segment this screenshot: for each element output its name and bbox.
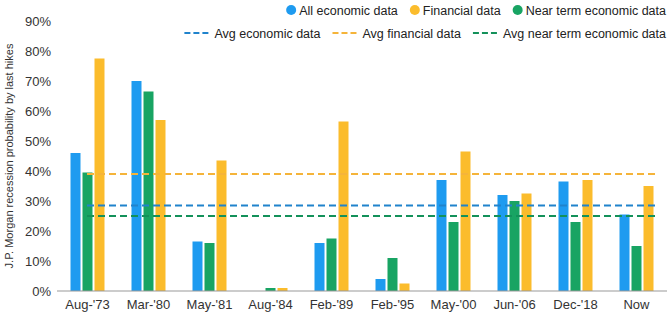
bar xyxy=(144,92,154,292)
bar xyxy=(217,161,227,292)
y-tick-label: 60% xyxy=(25,104,51,119)
average-line xyxy=(87,205,655,207)
bar xyxy=(205,243,215,291)
x-axis-line xyxy=(57,291,667,292)
legend-marker xyxy=(473,32,497,34)
bar xyxy=(437,180,447,291)
y-tick-label: 70% xyxy=(25,74,51,89)
legend-marker xyxy=(184,32,208,34)
average-line xyxy=(87,215,655,217)
x-tick-label: Aug-'73 xyxy=(65,297,109,312)
bar xyxy=(644,186,654,291)
chart: 0% 10% 20% 30% 40% 50% 60% 70% 80% 90% J.P. Morgan… xyxy=(0,0,670,324)
y-tick-label: 20% xyxy=(25,224,51,239)
bar xyxy=(632,246,642,291)
x-tick-label: Feb-'89 xyxy=(310,297,354,312)
legend-marker xyxy=(332,32,356,34)
y-tick-label: 0% xyxy=(32,284,51,299)
x-tick-label: May-'00 xyxy=(431,297,477,312)
x-tick-label: Now xyxy=(623,297,650,312)
bar xyxy=(571,222,581,291)
bar xyxy=(620,215,630,292)
legend-marker xyxy=(286,5,296,15)
legend-label: Avg economic data xyxy=(214,27,320,41)
legend-marker xyxy=(410,5,420,15)
bar xyxy=(71,153,81,291)
x-tick-label: Jun-'06 xyxy=(493,297,535,312)
bar xyxy=(559,182,569,292)
y-tick-label: 10% xyxy=(25,254,51,269)
legend-label: Avg financial data xyxy=(362,27,460,41)
legend-label: Near term economic data xyxy=(526,4,666,18)
legend-label: Financial data xyxy=(423,4,501,18)
legend-label: All economic data xyxy=(299,4,398,18)
x-tick-label: Feb-'95 xyxy=(371,297,415,312)
y-tick-label: 30% xyxy=(25,194,51,209)
bar xyxy=(193,242,203,292)
y-axis-label: J.P. Morgan recession probability by las… xyxy=(3,43,15,268)
y-tick-label: 50% xyxy=(25,134,51,149)
y-tick-label: 90% xyxy=(25,14,51,29)
bar xyxy=(83,173,93,292)
y-tick-label: 40% xyxy=(25,164,51,179)
x-tick-label: Mar-'80 xyxy=(127,297,171,312)
bar xyxy=(510,201,520,291)
bar xyxy=(461,152,471,292)
bar xyxy=(522,194,532,292)
y-tick-label: 80% xyxy=(25,44,51,59)
y-axis-line xyxy=(57,21,58,291)
x-tick-label: Dec-'18 xyxy=(553,297,597,312)
bar xyxy=(400,284,410,292)
bar xyxy=(315,243,325,291)
bar xyxy=(388,258,398,291)
legend-marker xyxy=(513,5,523,15)
bar xyxy=(132,81,142,291)
bar xyxy=(376,279,386,291)
bar xyxy=(583,180,593,291)
average-line xyxy=(87,173,655,175)
x-tick-label: Aug-'84 xyxy=(248,297,292,312)
bar xyxy=(327,239,337,292)
x-tick-label: May-'81 xyxy=(187,297,233,312)
bar xyxy=(498,195,508,291)
average-lines xyxy=(87,174,655,216)
legend-label: Avg near term economic data xyxy=(503,27,666,41)
bar xyxy=(449,222,459,291)
